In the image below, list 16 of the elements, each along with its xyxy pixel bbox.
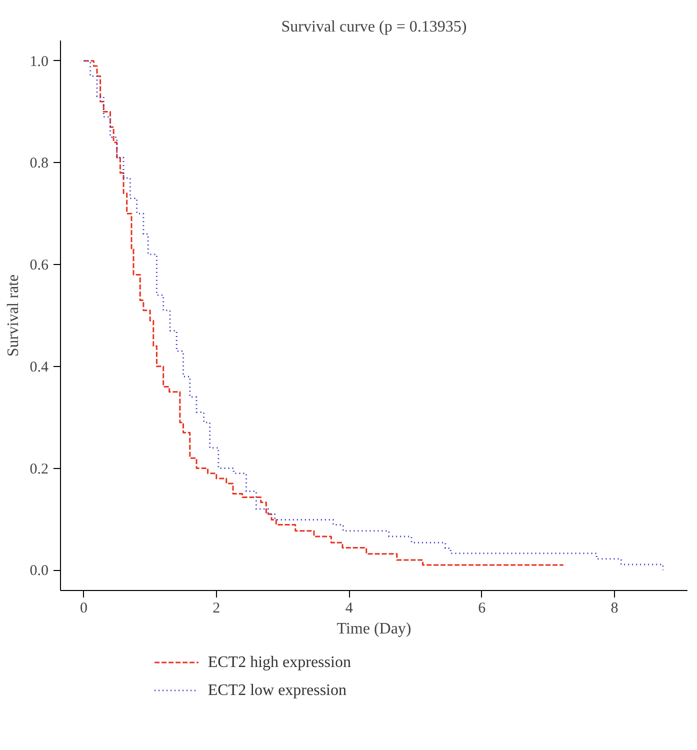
x-tick-label: 2 (212, 600, 220, 616)
x-tick-label: 0 (80, 600, 88, 616)
y-tick-label: 0.0 (30, 563, 48, 580)
y-tick-label: 0.4 (30, 359, 49, 376)
y-tick-label: 0.6 (30, 258, 49, 274)
legend-label: ECT2 low expression (208, 682, 346, 699)
x-tick-label: 4 (345, 600, 354, 616)
x-tick-label: 8 (610, 600, 618, 616)
y-tick-label: 0.2 (30, 461, 48, 478)
y-axis-title: Survival rate (4, 274, 22, 357)
chart-title: Survival curve (p = 0.13935) (281, 18, 467, 36)
x-axis-title: Time (Day) (336, 620, 412, 638)
y-tick-label: 0.8 (30, 156, 48, 172)
x-tick-label: 6 (478, 600, 486, 616)
y-tick-label: 1.0 (30, 54, 48, 70)
legend-label: ECT2 high expression (208, 654, 351, 671)
